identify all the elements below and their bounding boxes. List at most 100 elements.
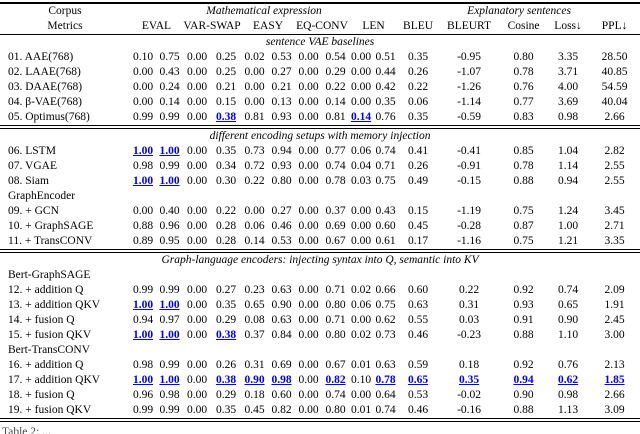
table-row: 12. + addition Q 0.99 0.99 0.00 0.27 0.23 0.63…	[0, 283, 640, 298]
cell-value: 0.60	[271, 389, 292, 401]
group-expl-header: Explanatory sentences	[467, 5, 571, 17]
col-header-eval: EVAL	[130, 19, 183, 35]
row-label: 09. + GCN	[8, 205, 59, 217]
cell-value: 0.63	[271, 314, 292, 326]
cell-value: 0.81	[325, 111, 346, 123]
cell-value: 0.18	[244, 389, 265, 401]
cell-value: 1.00	[132, 374, 154, 386]
cell-value: 0.00	[244, 66, 265, 78]
cell-value: 0.00	[186, 284, 208, 296]
cell-value: 0.00	[298, 175, 319, 187]
cell-value: 0.00	[298, 235, 319, 247]
cell-value: 0.99	[132, 284, 154, 296]
cell-value: 1.13	[547, 403, 590, 422]
cell-value: 0.81	[244, 111, 265, 123]
cell-value: 0.00	[350, 66, 372, 78]
cell-value: 0.89	[132, 235, 154, 247]
cell-value: 0.01	[350, 359, 372, 371]
cell-value: 0.00	[132, 81, 154, 93]
cell-value: 3.09	[589, 403, 640, 422]
cell-value: 0.93	[271, 111, 292, 123]
cell-value: 0.00	[186, 235, 208, 247]
cell-value: 0.94	[271, 145, 292, 157]
cell-value: 0.37	[244, 329, 265, 341]
cell-value: 0.53	[407, 389, 429, 401]
table-row: 10. + GraphSAGE 0.88 0.96 0.00 0.28 0.06 0.46 0…	[0, 219, 640, 234]
cell-value: 1.00	[159, 299, 180, 311]
cell-value: 0.00	[298, 111, 319, 123]
row-label: 12. + addition Q	[8, 284, 84, 296]
cell-value: 1.00	[159, 175, 180, 187]
cell-value: 0.00	[186, 220, 208, 232]
row-label: 13. + addition QKV	[8, 299, 101, 311]
cell-value: 0.74	[375, 145, 396, 157]
cell-value: 0.00	[350, 51, 372, 63]
table-body: sentence VAE baselines 01. AAE(768) 0.10 0.…	[0, 35, 640, 422]
cell-value: 3.45	[604, 205, 625, 217]
cell-value: 0.00	[298, 329, 319, 341]
cell-value: 0.99	[159, 160, 180, 172]
row-label: 02. LAAE(768)	[8, 66, 81, 78]
cell-value: 0.14	[244, 235, 265, 247]
cell-value: 0.80	[322, 403, 349, 422]
cell-value: 1.00	[159, 145, 180, 157]
cell-value: 0.26	[407, 66, 429, 78]
cell-value: 3.00	[604, 329, 625, 341]
cell-value: 0.73	[375, 329, 396, 341]
cell-value: 0.59	[407, 359, 429, 371]
cell-value: 0.96	[159, 220, 180, 232]
cell-value: 0.10	[132, 51, 154, 63]
cell-value: 0.02	[350, 284, 372, 296]
table-row: 02. LAAE(768) 0.00 0.43 0.00 0.25 0.00 0.27 0.0…	[0, 65, 640, 80]
cell-value: 0.24	[159, 81, 180, 93]
table-row: 03. DAAE(768) 0.00 0.24 0.00 0.21 0.00 0.21 0.0…	[0, 80, 640, 95]
row-label: 03. DAAE(768)	[8, 81, 83, 93]
cell-value: 0.72	[244, 160, 265, 172]
cell-value: 0.85	[513, 145, 534, 157]
cell-value: 0.00	[298, 51, 319, 63]
cell-value: 0.88	[132, 220, 154, 232]
cell-value: 0.78	[513, 160, 534, 172]
metrics-header: Metrics	[0, 19, 130, 35]
cell-value: 0.27	[215, 284, 237, 296]
cell-value: 0.35	[211, 403, 241, 422]
cell-value: 1.21	[557, 235, 579, 247]
cell-value: 0.00	[244, 96, 265, 108]
cell-value: -1.07	[457, 66, 482, 78]
table-row: 18. + fusion Q 0.96 0.98 0.00 0.29 0.18 0.60 0.…	[0, 388, 640, 403]
cell-value: 0.00	[298, 220, 319, 232]
cell-value: 0.00	[186, 175, 208, 187]
cell-value: 0.29	[215, 314, 237, 326]
cell-value: 0.93	[513, 299, 534, 311]
cell-value: 0.38	[215, 374, 237, 386]
section-title-row: sentence VAE baselines	[0, 35, 640, 51]
col-header-bleu: BLEU	[398, 19, 439, 35]
cell-value: 1.24	[557, 205, 579, 217]
cell-value: 0.02	[244, 51, 265, 63]
cell-value: 0.35	[458, 374, 480, 386]
cell-value: 3.71	[557, 66, 579, 78]
cell-value: 0.90	[513, 389, 534, 401]
cell-value: 0.22	[458, 284, 480, 296]
row-label: 15. + fusion QKV	[8, 329, 92, 341]
cell-value: 0.00	[298, 374, 319, 386]
subsection-label: Bert-TransCONV	[8, 344, 90, 356]
cell-value: 0.00	[350, 220, 372, 232]
cell-value: 0.01	[349, 403, 373, 422]
cell-value: 0.15	[215, 96, 237, 108]
cell-value: 0.00	[186, 81, 208, 93]
row-label: 10. + GraphSAGE	[8, 220, 94, 232]
cell-value: 0.74	[557, 284, 579, 296]
cell-value: 0.14	[325, 96, 346, 108]
cell-value: 0.03	[350, 175, 372, 187]
cell-value: 0.23	[244, 284, 265, 296]
cell-value: 0.26	[407, 160, 429, 172]
table-row: 11. + TransCONV 0.89 0.95 0.00 0.28 0.14 0.53 0…	[0, 234, 640, 251]
cell-value: 0.90	[271, 299, 292, 311]
cell-value: 0.80	[325, 329, 346, 341]
cell-value: 0.60	[375, 220, 396, 232]
cell-value: 0.28	[215, 235, 237, 247]
results-table: Corpus Mathematical expression Explanato…	[0, 2, 640, 422]
cell-value: -0.91	[457, 160, 482, 172]
cell-value: 0.30	[215, 175, 237, 187]
